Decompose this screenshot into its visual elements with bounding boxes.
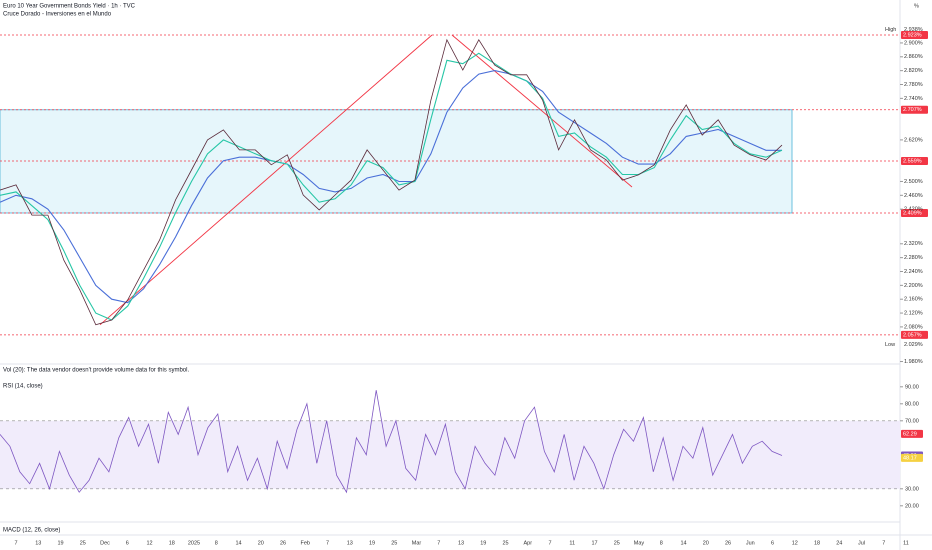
y-tick-label: 2.200% [904, 283, 923, 289]
x-tick-label: 19 [480, 540, 486, 546]
low-label: 2.029% [904, 342, 923, 348]
y-tick-label: 2.820% [904, 68, 923, 74]
chart-subtitle: Cruce Dorado - Inversiones en el Mundo [3, 12, 112, 18]
level-label: 2.923% [903, 32, 922, 38]
x-tick-label: Dec [100, 540, 110, 546]
x-tick-label: 13 [458, 540, 464, 546]
low-name: Low [885, 342, 895, 348]
trend-line [451, 34, 633, 188]
x-tick-label: Feb [301, 540, 310, 546]
high-name: High [885, 27, 896, 33]
x-tick-label: 7 [548, 540, 551, 546]
unit: % [914, 3, 919, 9]
x-tick-label: 17 [591, 540, 597, 546]
level-label: 2.057% [903, 332, 922, 338]
x-tick-label: 20 [258, 540, 264, 546]
trend-line [99, 34, 433, 326]
level-badge [901, 330, 928, 339]
x-tick-label: 19 [369, 540, 375, 546]
x-tick-label: 7 [437, 540, 440, 546]
y-tick-label: 2.120% [904, 311, 923, 317]
y-tick-label: 2.500% [904, 179, 923, 185]
x-tick-label: 7 [14, 540, 17, 546]
last-value-badge [901, 453, 923, 462]
level-badge [901, 157, 928, 166]
last-value-badge [901, 429, 923, 438]
x-tick-label: 13 [35, 540, 41, 546]
y-tick-label: 2.160% [904, 297, 923, 303]
x-tick-label: Jun [746, 540, 755, 546]
x-tick-label: 25 [502, 540, 508, 546]
y-tick-label: 2.900% [904, 40, 923, 46]
y-tick-label: 2.860% [904, 54, 923, 60]
y-tick-label: 2.780% [904, 82, 923, 88]
x-tick-label: 7 [882, 540, 885, 546]
x-tick-label: 14 [680, 540, 686, 546]
x-tick-label: Jul [858, 540, 865, 546]
y-tick-label: 2.240% [904, 269, 923, 275]
y-tick-label: 2.460% [904, 193, 923, 199]
x-tick-label: 24 [836, 540, 842, 546]
x-tick-label: 2025 [188, 540, 200, 546]
x-tick-label: Apr [523, 540, 532, 546]
last-value-label: 48.17 [903, 455, 917, 461]
x-tick-label: 11 [569, 540, 575, 546]
x-tick-label: 12 [146, 540, 152, 546]
x-tick-label: 6 [126, 540, 129, 546]
y-tick-label: 2.620% [904, 137, 923, 143]
price-line [0, 38, 783, 326]
x-tick-label: 6 [771, 540, 774, 546]
high-label: 2.938% [904, 27, 923, 33]
level-badge [901, 30, 928, 39]
price-line [0, 52, 783, 321]
last-value-label: 62.29 [903, 431, 917, 437]
level-label: 2.707% [903, 107, 922, 113]
price-line [0, 390, 783, 494]
x-tick-label: 8 [215, 540, 218, 546]
x-tick-label: 18 [814, 540, 820, 546]
x-tick-label: 19 [57, 540, 63, 546]
x-tick-label: 26 [280, 540, 286, 546]
level-label: 2.559% [903, 158, 922, 164]
level-label: 2.409% [903, 210, 922, 216]
rsi-title: RSI (14, close) [3, 384, 43, 390]
level-badge [901, 208, 928, 217]
x-tick-label: 18 [169, 540, 175, 546]
y-tick-label: 2.740% [904, 96, 923, 102]
x-tick-label: 25 [614, 540, 620, 546]
x-tick-label: 12 [792, 540, 798, 546]
y-tick-label: 70.00 [905, 418, 919, 424]
x-tick-label: 13 [347, 540, 353, 546]
rsi-band [0, 420, 900, 489]
x-tick-label: 25 [391, 540, 397, 546]
macd-title: MACD (12, 26, close) [3, 528, 60, 534]
y-tick-label: 80.00 [905, 401, 919, 407]
x-tick-label: 26 [725, 540, 731, 546]
x-tick-label: 8 [660, 540, 663, 546]
y-tick-label: 90.00 [905, 384, 919, 390]
x-tick-label: 14 [235, 540, 241, 546]
x-tick-label: 7 [326, 540, 329, 546]
volume-note: Vol (20): The data vendor doesn't provid… [3, 368, 189, 374]
x-tick-label: May [634, 540, 645, 546]
x-tick-label: 25 [80, 540, 86, 546]
chart-title: Euro 10 Year Government Bonds Yield · 1h… [3, 4, 136, 10]
x-tick-label: 11 [903, 540, 909, 546]
y-tick-label: 20.00 [905, 503, 919, 509]
y-tick-label: 2.420% [904, 207, 923, 213]
x-tick-label: 20 [703, 540, 709, 546]
level-badge [901, 105, 928, 114]
y-tick-label: 2.080% [904, 324, 923, 330]
y-tick-label: 30.00 [905, 486, 919, 492]
x-tick-label: Mar [412, 540, 422, 546]
y-tick-label: 2.280% [904, 255, 923, 261]
y-tick-label: 2.320% [904, 241, 923, 247]
y-tick-label: 1.980% [904, 359, 923, 365]
